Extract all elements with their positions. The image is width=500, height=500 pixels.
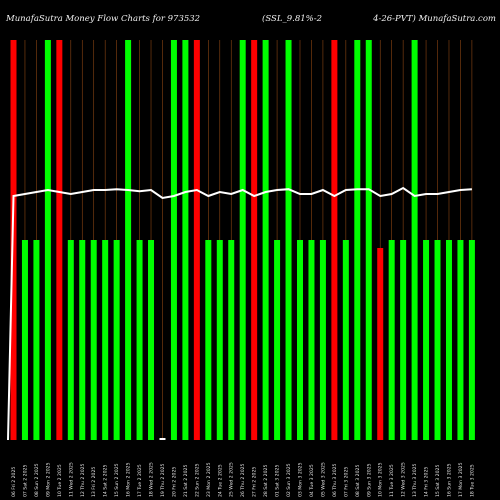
- x-tick-label: 13 Fri 2 2025: [91, 467, 97, 497]
- bar-12-wed-3-2025: [400, 240, 407, 440]
- bar-10-tue-2-2025: [56, 40, 63, 440]
- x-tick-label: 04 Tue 3 2025: [309, 464, 315, 497]
- bar-16-mon-2-2025: [125, 40, 132, 440]
- x-tick-label: 10 Mon 3 2025: [378, 462, 384, 497]
- x-tick-label: 15 Sat 3 2025: [435, 465, 441, 497]
- bar-17-tue-2-2025: [136, 240, 143, 440]
- bar-26-thu-2-2025: [239, 40, 246, 440]
- bar-16-sun-3-2025: [445, 240, 452, 440]
- x-tick-label: 06 Fri 2 2025: [11, 467, 17, 497]
- x-tick-label: 26 Thu 2 2025: [240, 463, 246, 497]
- bar-09-sun-3-2025: [365, 40, 372, 440]
- x-tick-label: 18 Tue 3 2025: [469, 464, 475, 497]
- x-tick-label: 11 Wed 2 2025: [68, 462, 74, 497]
- x-tick-label: 06 Thu 3 2025: [332, 463, 338, 497]
- x-tick-label: 05 Wed 3 2025: [320, 462, 326, 497]
- bar-22-sun-2-2025: [193, 40, 200, 440]
- bar-15-sun-2-2025: [113, 240, 120, 440]
- x-tick-label: 25 Wed 2 2025: [229, 462, 235, 497]
- x-tick-label: 20 Fri 2 2025: [171, 467, 177, 497]
- x-tick-label: 03 Mon 3 2025: [298, 462, 304, 497]
- x-tick-label: 21 Sat 2 2025: [183, 465, 189, 497]
- x-tick-label: 08 Sun 2 2025: [34, 463, 40, 497]
- x-tick-label: 02 Sun 3 2025: [286, 463, 292, 497]
- bar-19-thu-2-2025: [159, 438, 166, 440]
- bar-01-sat-3-2025: [274, 240, 281, 440]
- bar-18-tue-3-2025: [468, 240, 475, 440]
- x-tick-label: 12 Wed 3 2025: [401, 462, 407, 497]
- x-tick-label: 17 Mon 3 2025: [458, 462, 464, 497]
- x-tick-label: 18 Wed 2 2025: [149, 462, 155, 497]
- x-tick-label: 23 Mon 2 2025: [206, 462, 212, 497]
- bar-05-wed-3-2025: [319, 240, 326, 440]
- x-tick-label: 11 Tue 3 2025: [389, 464, 395, 497]
- x-tick-label: 22 Sun 2 2025: [194, 463, 200, 497]
- bar-20-fri-2-2025: [170, 40, 177, 440]
- x-tick-label: 09 Mon 2 2025: [45, 462, 51, 497]
- x-axis-date-labels: 06 Fri 2 2025 07 Sat 2 2025 08 Sun 2 2025 0…: [11, 462, 475, 497]
- x-tick-label: 16 Mon 2 2025: [126, 462, 132, 497]
- bar-07-fri-3-2025: [342, 240, 349, 440]
- x-tick-label: 14 Sat 2 2025: [103, 465, 109, 497]
- x-tick-label: 12 Thu 2 2025: [80, 463, 86, 497]
- bar-10-mon-3-2025: [377, 248, 384, 440]
- bar-13-fri-2-2025: [90, 240, 97, 440]
- bar-09-mon-2-2025: [44, 40, 51, 440]
- x-tick-label: 08 Sat 3 2025: [355, 465, 361, 497]
- bar-11-tue-3-2025: [388, 240, 395, 440]
- bar-21-sat-2-2025: [182, 40, 189, 440]
- x-tick-label: 09 Sun 3 2025: [366, 463, 372, 497]
- x-tick-label: 19 Thu 2 2025: [160, 463, 166, 497]
- bar-02-sun-3-2025: [285, 40, 292, 440]
- bar-06-thu-3-2025: [331, 40, 338, 440]
- bar-17-mon-3-2025: [457, 240, 464, 440]
- x-tick-label: 15 Sun 2 2025: [114, 463, 120, 497]
- bar-18-wed-2-2025: [148, 240, 155, 440]
- bar-28-sat-2-2025: [262, 40, 269, 440]
- bar-14-fri-3-2025: [423, 240, 430, 440]
- header-title-right: 4-26-PVT) MunafaSutra.com: [373, 14, 496, 24]
- x-tick-label: 28 Sat 2 2025: [263, 465, 269, 497]
- bar-04-tue-3-2025: [308, 240, 315, 440]
- bar-07-sat-2-2025: [21, 240, 28, 440]
- x-tick-label: 17 Tue 2 2025: [137, 464, 143, 497]
- bar-14-sat-2-2025: [102, 240, 109, 440]
- bar-13-thu-3-2025: [411, 40, 418, 440]
- bar-08-sat-3-2025: [354, 40, 361, 440]
- x-tick-label: 07 Sat 2 2025: [22, 465, 28, 497]
- x-tick-label: 14 Fri 3 2025: [424, 467, 430, 497]
- bar-08-sun-2-2025: [33, 240, 40, 440]
- x-tick-label: 24 Tue 2 2025: [217, 464, 223, 497]
- bar-23-mon-2-2025: [205, 240, 212, 440]
- x-tick-label: 13 Thu 3 2025: [412, 463, 418, 497]
- bar-11-wed-2-2025: [67, 240, 74, 440]
- bar-15-sat-3-2025: [434, 240, 441, 440]
- x-tick-label: 27 Fri 2 2025: [252, 467, 258, 497]
- x-tick-label: 10 Tue 2 2025: [57, 464, 63, 497]
- header-title-mid: (SSL_9.81%-2: [262, 14, 322, 24]
- bar-24-tue-2-2025: [216, 240, 223, 440]
- header-title-left: MunafaSutra Money Flow Charts for 973532: [6, 14, 201, 24]
- bar-27-fri-2-2025: [251, 40, 258, 440]
- x-tick-label: 07 Fri 3 2025: [343, 467, 349, 497]
- x-tick-label: 01 Sat 3 2025: [275, 465, 281, 497]
- bar-03-mon-3-2025: [297, 240, 303, 440]
- x-tick-label: 16 Sun 3 2025: [446, 463, 452, 497]
- bar-series: [10, 40, 475, 440]
- money-flow-line: [7, 186, 472, 441]
- bar-12-thu-2-2025: [79, 240, 86, 440]
- bar-25-wed-2-2025: [228, 240, 235, 440]
